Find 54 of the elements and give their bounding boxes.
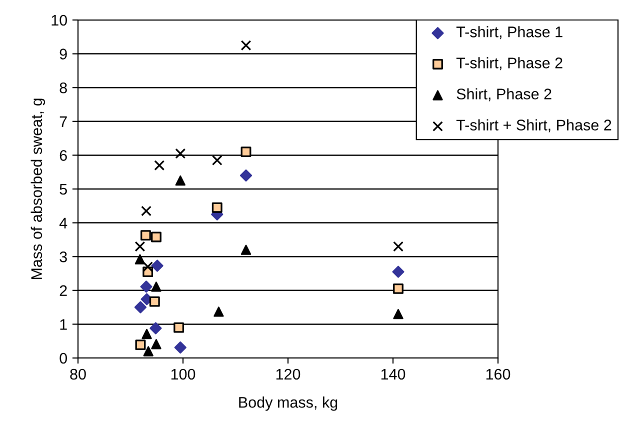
point [212,155,222,166]
point [174,322,184,333]
y-tick-label: 8 [60,82,67,94]
point [143,346,154,356]
point [134,241,146,252]
point [240,40,252,51]
y-tick-label: 6 [60,150,67,161]
point [175,175,186,186]
point [393,308,404,320]
y-tick-label: 1 [60,319,67,330]
point [135,340,146,350]
point [151,339,162,350]
point [140,230,151,241]
point [142,328,152,340]
point [240,146,252,158]
point [240,169,252,182]
legend-label: Shirt, Phase 2 [456,88,552,102]
y-tick-label: 4 [59,218,68,228]
point [134,254,146,264]
point [174,341,186,354]
x-tick-label: 80 [70,368,86,380]
point [175,148,186,159]
point [392,266,404,278]
point [154,160,165,171]
point [214,306,224,317]
y-tick-label: 9 [60,48,67,60]
y-tick-label: 5 [60,184,67,195]
y-tick-label: 3 [60,251,67,262]
x-tick-label: 120 [276,368,300,380]
point [151,232,162,242]
y-axis-title: Mass of absorbed sweat, g [30,98,46,280]
y-tick-label: 10 [52,14,67,26]
point [393,283,404,294]
point [240,244,252,255]
x-tick-label: 140 [381,368,406,380]
legend-label: T-shirt, Phase 2 [456,57,562,70]
point [151,260,164,272]
point [141,206,152,216]
legend-label: T-shirt, Phase 1 [456,26,562,40]
point [212,202,222,213]
point [134,301,147,314]
x-axis-title: Body mass, kg [239,396,338,411]
point [149,296,160,307]
point [142,262,154,272]
point [140,280,152,293]
y-tick-label: 0 [60,352,67,364]
point [151,282,162,292]
point [393,241,404,252]
x-tick-label: 160 [486,368,510,380]
point [150,322,162,334]
x-tick-label: 100 [171,368,196,380]
legend-label: T-shirt + Shirt, Phase 2 [456,119,612,132]
y-tick-label: 2 [60,285,67,296]
y-tick-label: 7 [60,116,67,127]
